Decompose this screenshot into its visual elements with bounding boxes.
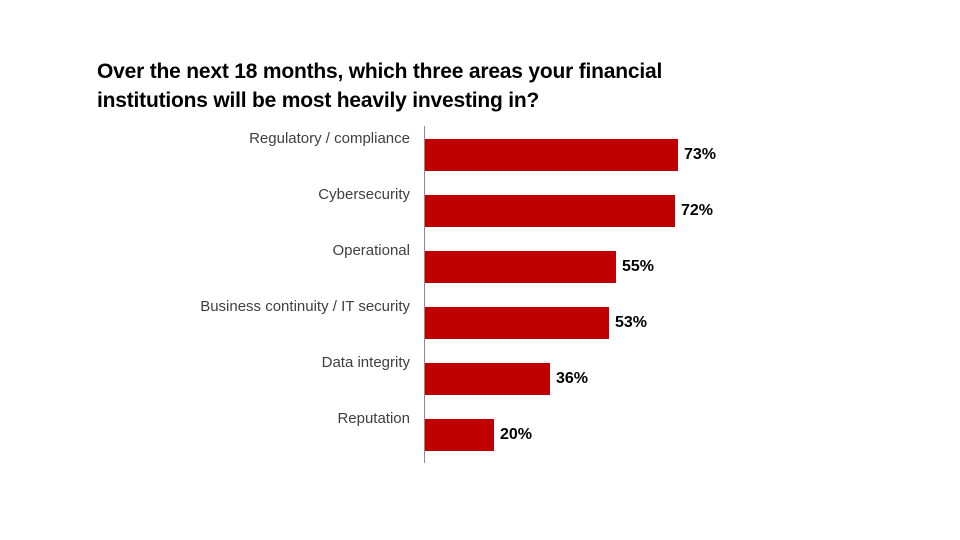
value-label: 53%	[615, 314, 648, 331]
bar-row: Operational 55%	[0, 238, 960, 294]
y-axis-line	[424, 126, 425, 463]
category-label: Cybersecurity	[318, 186, 410, 203]
category-label: Business continuity / IT security	[200, 298, 410, 315]
value-label: 36%	[556, 370, 589, 387]
chart-title-line2: institutions will be most heavily invest…	[97, 89, 540, 112]
bar	[425, 419, 494, 451]
value-label: 55%	[622, 258, 655, 275]
bar	[425, 139, 678, 171]
bar-chart: Regulatory / compliance 73% Cybersecurity 7…	[0, 126, 960, 462]
chart-title-line1: Over the next 18 months, which three are…	[97, 60, 663, 83]
category-label: Operational	[332, 242, 410, 259]
value-label: 20%	[500, 426, 533, 443]
value-label: 72%	[681, 202, 714, 219]
category-label: Regulatory / compliance	[249, 130, 410, 147]
bar-row: Data integrity 36%	[0, 350, 960, 406]
value-label: 73%	[684, 146, 717, 163]
bar	[425, 363, 550, 395]
bar-row: Regulatory / compliance 73%	[0, 126, 960, 182]
chart-title: Over the next 18 months, which three are…	[97, 57, 797, 115]
bar-row: Reputation 20%	[0, 406, 960, 462]
bar	[425, 195, 675, 227]
category-label: Reputation	[337, 410, 410, 427]
bar-row: Cybersecurity 72%	[0, 182, 960, 238]
bar	[425, 307, 609, 339]
bar	[425, 251, 616, 283]
category-label: Data integrity	[321, 354, 410, 371]
bar-row: Business continuity / IT security 53%	[0, 294, 960, 350]
